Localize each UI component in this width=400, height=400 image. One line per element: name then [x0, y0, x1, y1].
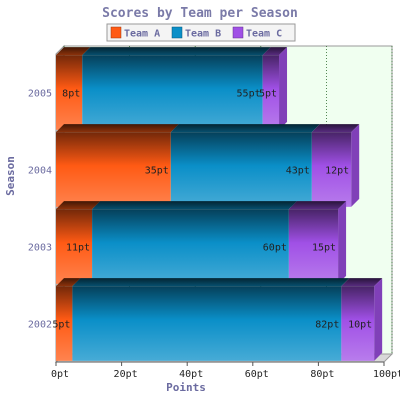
bar-side-2005 [279, 47, 288, 130]
data-label: 5pt [52, 320, 70, 331]
bar-2005-team-b [82, 55, 263, 130]
data-label: 35pt [145, 166, 169, 177]
x-tick-label: 40pt [179, 369, 203, 380]
bar-top-2002-team-a [56, 278, 81, 287]
legend-box [106, 23, 296, 42]
legend-label: Team C [246, 29, 282, 40]
bar-top-2005-team-c [262, 47, 288, 56]
data-label: 15pt [312, 243, 336, 254]
x-tick-label: 0pt [51, 369, 69, 380]
bar-2003-team-b [92, 209, 289, 284]
bar-2004-team-b [170, 132, 312, 207]
bar-2005-team-c [262, 55, 280, 130]
bar-2002-team-c [341, 286, 375, 361]
bar-side-2004 [351, 124, 360, 207]
bar-top-2002-team-b [72, 278, 350, 287]
legend: Team A Team B Team C [106, 23, 296, 42]
bar-top-2003-team-c [288, 201, 347, 210]
x-axis-title: Points [166, 381, 206, 394]
data-label: 5pt [259, 89, 277, 100]
bar-top-2004-team-c [311, 124, 360, 133]
data-label: 43pt [286, 166, 310, 177]
axes-group: 2005 2004 2003 2002 0pt 20pt 40pt 60pt 80pt 100pt [28, 89, 400, 381]
bar-top-2005-team-a [56, 47, 91, 56]
legend-swatch-team-a [110, 26, 122, 39]
bar-2002-team-a [56, 286, 73, 361]
data-label: 55pt [237, 89, 261, 100]
bar-side-2002 [374, 278, 383, 361]
bar-2003-team-a [56, 209, 93, 284]
bar-top-2004-team-b [170, 124, 320, 133]
bar-2002-team-b [72, 286, 342, 361]
x-tick-label: 80pt [310, 369, 334, 380]
data-label: 82pt [315, 320, 339, 331]
x-tick-label: 20pt [114, 369, 138, 380]
bar-top-2003-team-a [56, 201, 101, 210]
data-label: 60pt [263, 243, 287, 254]
legend-label: Team A [124, 29, 160, 40]
legend-swatch-team-b [171, 26, 183, 39]
y-tick-label: 2003 [28, 243, 52, 254]
data-label: 12pt [325, 166, 349, 177]
bar-top-2003-team-b [92, 201, 297, 210]
chart-title: Scores by Team per Season [102, 6, 298, 21]
data-label: 8pt [62, 89, 80, 100]
y-tick-label: 2005 [28, 89, 52, 100]
bar-2003-team-c [288, 209, 339, 284]
legend-label: Team B [185, 29, 221, 40]
bar-side-2003 [338, 201, 347, 284]
data-label: 10pt [348, 320, 372, 331]
bar-2005-team-a [56, 55, 83, 130]
bar-top-2004-team-a [56, 124, 179, 133]
y-tick-label: 2004 [28, 166, 52, 177]
x-tick-label: 60pt [245, 369, 269, 380]
bar-top-2005-team-b [82, 47, 271, 56]
bar-2004-team-a [56, 132, 171, 207]
y-tick-label: 2002 [28, 320, 52, 331]
bar-top-2002-team-c [341, 278, 383, 287]
legend-swatch-team-c [232, 26, 244, 39]
bar-2004-team-c [311, 132, 352, 207]
y-axis-title: Season [4, 156, 17, 196]
x-tick-label: 100pt [373, 369, 400, 380]
data-label: 11pt [66, 243, 90, 254]
